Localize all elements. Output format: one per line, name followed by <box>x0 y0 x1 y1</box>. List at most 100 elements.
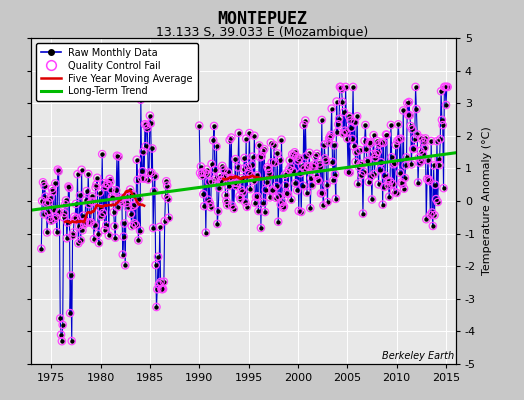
Point <box>66 310 74 316</box>
Point <box>433 138 441 144</box>
Point <box>302 153 310 160</box>
Point <box>260 146 268 152</box>
Point <box>439 122 447 128</box>
Point <box>43 209 52 216</box>
Point <box>385 193 394 200</box>
Point <box>389 161 398 168</box>
Point <box>291 180 300 186</box>
Point <box>248 153 257 160</box>
Point <box>128 191 137 198</box>
Point <box>134 237 143 244</box>
Point <box>78 227 86 234</box>
Point <box>335 116 343 122</box>
Point <box>365 139 374 146</box>
Y-axis label: Temperature Anomaly (°C): Temperature Anomaly (°C) <box>482 127 492 275</box>
Point <box>164 196 172 202</box>
Point <box>217 177 226 184</box>
Point <box>116 197 125 203</box>
Point <box>46 215 54 221</box>
Point <box>410 146 418 152</box>
Point <box>232 183 241 189</box>
Point <box>58 338 66 344</box>
Point <box>312 172 320 179</box>
Point <box>254 208 263 214</box>
Point <box>426 212 434 218</box>
Point <box>105 232 113 239</box>
Point <box>238 189 247 196</box>
Point <box>331 171 339 178</box>
Point <box>137 96 145 103</box>
Point <box>345 169 354 176</box>
Point <box>271 159 279 166</box>
Point <box>95 240 103 246</box>
Point <box>231 180 239 186</box>
Point <box>224 169 232 176</box>
Point <box>248 162 256 168</box>
Point <box>50 216 59 222</box>
Point <box>69 229 78 236</box>
Point <box>287 196 296 203</box>
Point <box>64 183 73 190</box>
Point <box>361 122 369 128</box>
Point <box>436 136 444 142</box>
Point <box>233 180 241 186</box>
Point <box>402 154 411 160</box>
Point <box>236 196 245 202</box>
Point <box>387 122 395 128</box>
Point <box>225 183 233 189</box>
Point <box>372 151 380 157</box>
Point <box>82 197 90 204</box>
Point <box>388 181 397 187</box>
Point <box>424 157 432 163</box>
Point <box>148 145 157 152</box>
Point <box>359 168 368 175</box>
Point <box>222 198 231 204</box>
Point <box>208 161 216 167</box>
Point <box>85 219 94 226</box>
Point <box>428 209 436 216</box>
Point <box>333 129 342 135</box>
Point <box>275 193 283 200</box>
Point <box>401 175 409 181</box>
Point <box>143 125 151 132</box>
Point <box>340 109 348 115</box>
Point <box>79 212 88 219</box>
Point <box>115 195 124 201</box>
Point <box>48 186 56 192</box>
Point <box>305 150 314 156</box>
Point <box>231 156 239 162</box>
Point <box>384 178 392 184</box>
Point <box>159 286 167 292</box>
Point <box>261 186 270 193</box>
Point <box>137 175 146 182</box>
Point <box>252 194 260 200</box>
Point <box>301 117 310 124</box>
Point <box>411 84 420 90</box>
Point <box>289 168 297 174</box>
Point <box>422 216 430 222</box>
Point <box>310 161 319 168</box>
Point <box>336 84 345 90</box>
Point <box>311 153 320 160</box>
Point <box>241 155 249 161</box>
Point <box>290 149 299 156</box>
Point <box>365 179 373 185</box>
Point <box>329 159 337 165</box>
Point <box>59 322 67 328</box>
Point <box>423 176 431 182</box>
Point <box>288 151 297 158</box>
Point <box>286 157 294 164</box>
Point <box>362 146 370 152</box>
Point <box>122 193 130 200</box>
Point <box>314 178 323 184</box>
Point <box>268 187 277 193</box>
Point <box>370 171 379 177</box>
Point <box>413 131 421 138</box>
Point <box>229 175 237 182</box>
Point <box>75 223 83 229</box>
Point <box>152 304 161 310</box>
Point <box>319 190 327 196</box>
Point <box>317 190 325 197</box>
Point <box>49 189 57 195</box>
Point <box>280 172 289 178</box>
